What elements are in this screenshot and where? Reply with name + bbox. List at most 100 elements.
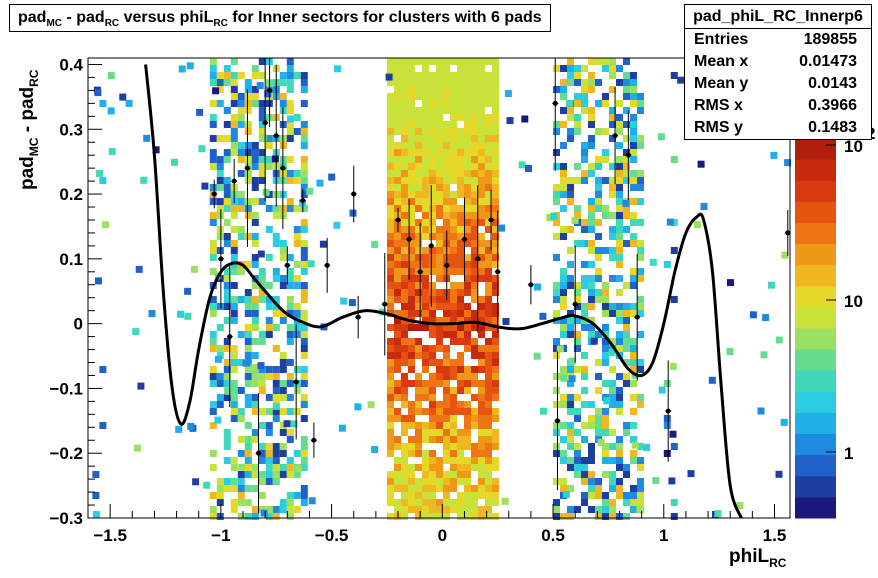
heatmap-cell <box>553 401 560 408</box>
heatmap-cell <box>471 310 478 317</box>
y-tick-label: 0 <box>74 315 83 334</box>
heatmap-cell <box>401 338 408 345</box>
heatmap-cell <box>244 156 252 163</box>
heatmap-cell <box>258 170 266 177</box>
heatmap-cell <box>602 310 609 317</box>
heatmap-cell <box>387 135 394 142</box>
heatmap-cell <box>781 251 789 259</box>
data-point <box>324 262 330 268</box>
heatmap-cell <box>237 359 245 366</box>
heatmap-cell <box>471 394 478 401</box>
heatmap-cell <box>244 443 252 450</box>
heatmap-cell <box>415 303 422 310</box>
heatmap-cell <box>567 485 574 492</box>
heatmap-cell <box>209 58 217 65</box>
heatmap-cell <box>457 156 464 163</box>
heatmap-cell <box>574 79 581 86</box>
heatmap-cell <box>478 401 485 408</box>
heatmap-cell <box>415 485 422 492</box>
heatmap-cell <box>216 513 224 520</box>
heatmap-cell <box>244 170 252 177</box>
heatmap-cell <box>415 128 422 135</box>
heatmap-cell <box>567 72 574 79</box>
heatmap-cell <box>436 170 443 177</box>
heatmap-cell <box>286 79 294 86</box>
heatmap-cell <box>478 142 485 149</box>
heatmap-cell <box>457 387 464 394</box>
heatmap-cell <box>279 247 287 254</box>
heatmap-cell <box>394 352 401 359</box>
heatmap-cell <box>450 373 457 380</box>
x-tick-label: −0.5 <box>315 526 349 545</box>
heatmap-cell <box>609 345 616 352</box>
heatmap-cell <box>244 485 252 492</box>
data-point <box>444 262 450 268</box>
heatmap-cell <box>581 366 588 373</box>
heatmap-cell <box>560 303 567 310</box>
heatmap-cell <box>429 107 436 114</box>
heatmap-cell <box>450 317 457 324</box>
heatmap-cell <box>534 283 541 291</box>
heatmap-cell <box>637 107 644 114</box>
heatmap-cell <box>588 296 595 303</box>
heatmap-cell <box>588 478 595 485</box>
heatmap-cell <box>567 324 574 331</box>
palette-cell <box>795 496 836 519</box>
heatmap-cell <box>450 254 457 261</box>
heatmap-cell <box>244 324 252 331</box>
heatmap-cell <box>429 86 436 93</box>
heatmap-cell <box>415 289 422 296</box>
heatmap-cell <box>630 212 637 219</box>
heatmap-cell <box>485 478 492 485</box>
y-tick-label: −0.1 <box>49 379 83 398</box>
heatmap-cell <box>300 156 308 163</box>
heatmap-cell <box>471 506 478 513</box>
heatmap-cell <box>286 156 294 163</box>
heatmap-cell <box>492 499 499 506</box>
heatmap-cell <box>609 135 616 142</box>
heatmap-cell <box>471 149 478 156</box>
stats-row: Entries 189855 <box>685 29 871 51</box>
heatmap-cell <box>293 366 301 373</box>
heatmap-cell <box>581 275 588 282</box>
heatmap-cell <box>422 506 429 513</box>
heatmap-cell <box>450 324 457 331</box>
palette-cell <box>795 306 836 329</box>
data-point <box>262 120 268 126</box>
heatmap-cell <box>630 170 637 177</box>
heatmap-cell <box>429 58 436 65</box>
heatmap-cell <box>457 254 464 261</box>
heatmap-cell <box>408 380 415 387</box>
heatmap-cell <box>457 352 464 359</box>
heatmap-cell <box>443 317 450 324</box>
heatmap-cell <box>286 115 294 123</box>
heatmap-cell <box>387 275 394 282</box>
heatmap-cell <box>258 296 266 303</box>
heatmap-cell <box>429 506 436 513</box>
heatmap-cell <box>272 394 280 401</box>
heatmap-cell <box>637 485 644 492</box>
heatmap-cell <box>492 457 499 464</box>
heatmap-cell <box>616 170 623 177</box>
data-point <box>495 269 501 275</box>
heatmap-cell <box>492 254 499 261</box>
heatmap-cell <box>581 107 588 114</box>
heatmap-cell <box>422 457 429 464</box>
heatmap-cell <box>560 86 567 93</box>
heatmap-cell <box>560 513 567 520</box>
heatmap-cell <box>436 303 443 310</box>
heatmap-cell <box>464 163 471 170</box>
heatmap-cell <box>478 275 485 282</box>
heatmap-cell <box>595 415 602 422</box>
heatmap-cell <box>387 471 394 478</box>
heatmap-cell <box>286 275 294 282</box>
heatmap-cell <box>422 58 429 65</box>
heatmap-cell <box>637 177 644 184</box>
heatmap-cell <box>171 158 178 166</box>
heatmap-cell <box>485 58 492 65</box>
heatmap-cell <box>492 303 499 310</box>
heatmap-cell <box>279 282 287 289</box>
heatmap-cell <box>230 394 238 401</box>
heatmap-cell <box>422 177 429 184</box>
heatmap-cell <box>450 226 457 233</box>
